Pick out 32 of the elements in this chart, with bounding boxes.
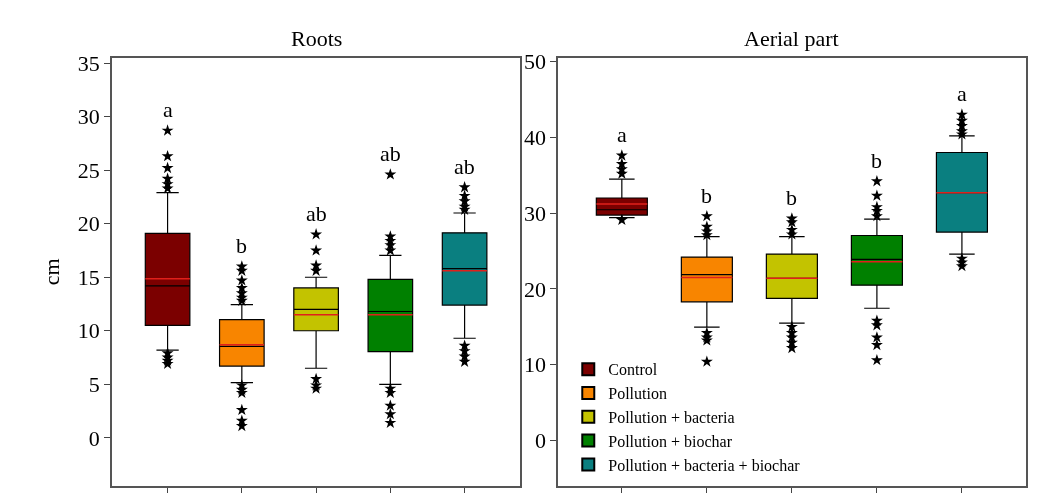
legend-label: Control xyxy=(608,361,658,379)
y-tick-label: 30 xyxy=(523,200,546,226)
annotation: a xyxy=(617,122,627,147)
y-tick-label: 20 xyxy=(523,276,546,302)
legend-label: Pollution + bacteria xyxy=(608,409,735,427)
annotation: b xyxy=(786,185,797,210)
annotation: b xyxy=(236,233,247,258)
y-tick-label: 10 xyxy=(523,352,546,378)
legend-label: Pollution xyxy=(608,385,667,403)
chart-title: Aerial part xyxy=(744,26,839,51)
legend-label: Pollution + biochar xyxy=(608,432,733,450)
y-tick-label: 30 xyxy=(77,104,100,130)
annotation: a xyxy=(957,81,967,106)
y-tick-label: 5 xyxy=(88,372,100,397)
annotation: ab xyxy=(380,141,401,166)
annotation: ab xyxy=(306,201,327,226)
y-tick-label: 35 xyxy=(77,50,100,76)
y-tick-label: 0 xyxy=(88,425,100,451)
annotation: b xyxy=(871,148,882,173)
annotation: ab xyxy=(454,154,475,179)
y-tick-label: 25 xyxy=(77,157,100,183)
y-tick-label: 50 xyxy=(523,49,546,75)
y-axis-title: cm xyxy=(39,258,65,286)
y-tick-label: 15 xyxy=(77,264,100,290)
chart-title: Roots xyxy=(291,26,343,51)
y-tick-label: 10 xyxy=(77,318,100,344)
legend-label: Pollution + bacteria + biochar xyxy=(608,456,801,474)
y-tick-label: 0 xyxy=(534,428,546,454)
annotation: a xyxy=(163,97,173,122)
y-tick-label: 20 xyxy=(77,211,100,237)
annotation: b xyxy=(701,183,712,208)
y-tick-label: 40 xyxy=(523,125,546,151)
